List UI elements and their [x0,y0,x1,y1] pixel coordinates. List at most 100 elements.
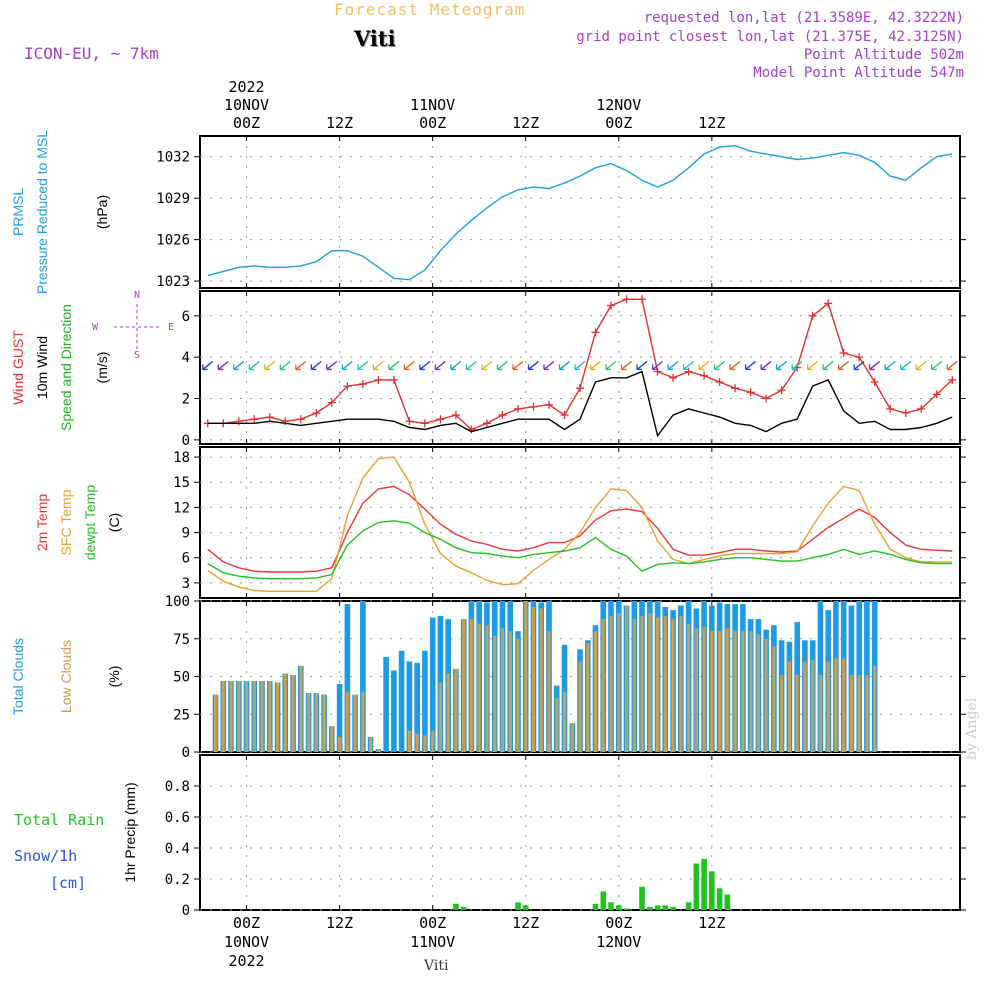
wind-arrow [341,360,353,371]
bar-low-clouds [314,693,318,752]
y-tick-label: 0.4 [165,841,190,857]
compass-s: S [134,350,140,361]
wind-arrow [543,360,555,371]
bar-low-clouds [671,619,675,752]
wind-arrow [698,360,710,371]
bar-low-clouds [563,691,567,752]
top-hour-label: 12Z [512,114,539,132]
wind-arrow [388,360,400,371]
y-axis-label: 1hr Precip (mm) [122,782,138,882]
bar-low-clouds [570,723,574,752]
y-tick-label: 75 [173,632,190,648]
bar-low-clouds [818,675,822,752]
model-altitude: Model Point Altitude 547m [753,65,964,81]
bar-total-rain [670,906,676,910]
bar-low-clouds [795,675,799,752]
wind-arrow [651,360,663,371]
bar-total-clouds [336,684,343,752]
gust-point [824,299,833,308]
bar-total-clouds [422,650,428,752]
gust-point [669,373,678,382]
gust-point [389,375,398,384]
bar-low-clouds [702,626,706,752]
bar-total-clouds [360,601,366,752]
bar-total-rain [647,906,653,910]
gust-point [265,413,274,422]
bar-low-clouds [710,631,714,752]
bar-low-clouds [446,673,450,752]
y-tick-label: 0.8 [165,779,190,795]
gust-point [700,371,709,380]
wind-arrow [326,360,338,371]
bar-low-clouds [826,661,830,752]
bar-low-clouds [787,661,791,752]
gust-point [451,411,460,420]
bar-low-clouds [423,735,427,752]
y-axis-label: (%) [106,666,122,688]
wind-arrow [248,360,260,371]
requested-coords: requested lon,lat (21.3589E, 42.3222N) [643,10,964,26]
wind-arrow [915,360,927,371]
top-year-label: 2022 [228,78,264,96]
bar-total-rain [592,903,599,910]
series-line-dewpt-temp [207,520,953,580]
bar-low-clouds [477,623,481,752]
y-axis-label: (m/s) [94,352,110,384]
gust-point [886,404,895,413]
wind-arrow [217,360,229,371]
series-line-10m-wind [207,370,953,438]
gust-point [312,408,321,417]
bar-low-clouds [361,691,365,752]
bar-low-clouds [594,631,598,752]
gust-point [917,404,926,413]
wind-arrow [620,360,632,371]
y-tick-label: 25 [173,707,190,723]
bar-low-clouds [276,682,280,752]
bar-low-clouds [857,675,861,752]
y-axis-label: 10m Wind [34,336,50,399]
bottom-hour-label: 00Z [419,914,446,932]
bar-low-clouds [438,682,442,752]
wind-arrow [729,360,741,371]
gridpoint-coords: grid point closest lon,lat (21.375E, 42.… [576,29,964,45]
bar-low-clouds [694,628,698,752]
wind-arrow [279,360,291,371]
bar-low-clouds [632,619,636,752]
bar-low-clouds [656,617,660,752]
bar-total-clouds [383,656,389,752]
gust-point [374,375,383,384]
bar-low-clouds [485,625,489,752]
bar-low-clouds [679,616,683,752]
gust-point [731,384,740,393]
gust-point [808,311,817,320]
wind-arrow [403,360,415,371]
y-axis-label: (hPa) [94,195,110,229]
wind-arrow [465,360,477,371]
bar-total-rain [693,863,700,910]
bar-low-clouds [407,730,411,752]
wind-arrow [605,360,617,371]
bar-low-clouds [469,619,473,752]
y-axis-label: Low Clouds [58,640,74,713]
gust-point [746,388,755,397]
bottom-hour-label: 00Z [605,914,632,932]
gust-point [234,417,243,426]
bar-low-clouds [376,749,380,752]
y-tick-label: 6 [182,309,190,325]
bar-low-clouds [369,736,373,752]
y-axis-label: Wind GUST [10,330,26,405]
y-axis-label: (C) [106,513,122,532]
wind-arrow [233,360,245,371]
y-tick-label: 1029 [156,191,190,207]
bar-low-clouds [252,681,256,752]
gust-point [498,411,507,420]
wind-arrow [574,360,586,371]
wind-arrow [496,360,508,371]
bar-total-rain [724,894,731,910]
bar-low-clouds [617,613,621,752]
bar-total-clouds [414,662,420,752]
bar-low-clouds [640,616,644,752]
gust-point [296,415,305,424]
series-line-2m-temp [207,485,953,573]
bottom-hour-label: 12Z [512,914,539,932]
